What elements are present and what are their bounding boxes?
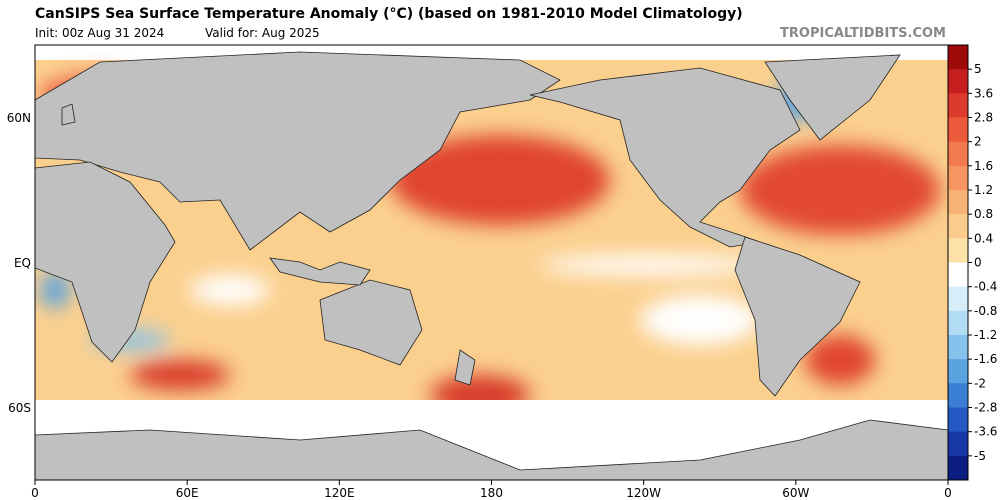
- lon-label: 60E: [176, 486, 199, 500]
- colorbar-segment: [948, 238, 968, 263]
- colorbar-label: 5: [974, 62, 982, 76]
- init-time: Init: 00z Aug 31 2024: [35, 26, 164, 40]
- colorbar-label: 0.8: [974, 207, 993, 221]
- colorbar-segment: [948, 407, 968, 433]
- colorbar-label: 2: [974, 135, 982, 149]
- colorbar-segment: [948, 214, 968, 239]
- colorbar-label: 0.4: [974, 231, 993, 245]
- colorbar-label: -3.6: [974, 425, 997, 439]
- colorbar-segment: [948, 455, 968, 481]
- map: [35, 45, 948, 480]
- colorbar-segment: [948, 165, 968, 191]
- colorbar-segment: [948, 431, 968, 457]
- colorbar-label: 0: [974, 256, 982, 270]
- colorbar-label: 1.6: [974, 159, 993, 173]
- colorbar-segment: [948, 190, 968, 215]
- colorbar-label: 2.8: [974, 111, 993, 125]
- title: CanSIPS Sea Surface Temperature Anomaly …: [35, 6, 743, 22]
- colorbar-label: -5: [974, 449, 986, 463]
- colorbar-segment: [948, 141, 968, 167]
- lat-label: 60N: [7, 111, 31, 125]
- colorbar-segment: [948, 69, 968, 94]
- colorbar-label: -0.8: [974, 304, 997, 318]
- colorbar-label: -0.4: [974, 280, 997, 294]
- colorbar-segment: [948, 45, 968, 70]
- lon-label: 60W: [782, 486, 809, 500]
- colorbar-segment: [948, 93, 968, 118]
- colorbar-label: -1.6: [974, 352, 997, 366]
- colorbar: 5 3.6 2.8 2 1.6 1.2 0.8 0.4 0 -0.4 -0.8 -1.2 -1.6 -2 -…: [947, 44, 997, 481]
- lon-label: 180: [480, 486, 503, 500]
- colorbar-segment: [948, 335, 968, 360]
- lon-label: 0: [944, 486, 952, 500]
- lat-label: 60S: [8, 401, 31, 415]
- colorbar-segment: [948, 262, 968, 288]
- colorbar-label: -2.8: [974, 401, 997, 415]
- colorbar-label: -2: [974, 376, 986, 390]
- lon-label: 120E: [324, 486, 355, 500]
- colorbar-label: 1.2: [974, 183, 993, 197]
- colorbar-segment: [948, 359, 968, 384]
- axis-labels: 60N EQ 60S 0 60E 120E 180 120W 60W 0: [7, 111, 952, 500]
- colorbar-label: -1.2: [974, 328, 997, 342]
- colorbar-segment: [948, 117, 968, 143]
- lon-label: 0: [31, 486, 39, 500]
- colorbar-segment: [948, 286, 968, 312]
- site-credit: TROPICALTIDBITS.COM: [780, 26, 946, 41]
- lon-label: 120W: [626, 486, 661, 500]
- colorbar-segment: [948, 310, 968, 336]
- valid-time: Valid for: Aug 2025: [205, 26, 320, 40]
- colorbar-label: 3.6: [974, 86, 993, 100]
- colorbar-segment: [948, 383, 968, 408]
- lat-label: EQ: [14, 256, 31, 270]
